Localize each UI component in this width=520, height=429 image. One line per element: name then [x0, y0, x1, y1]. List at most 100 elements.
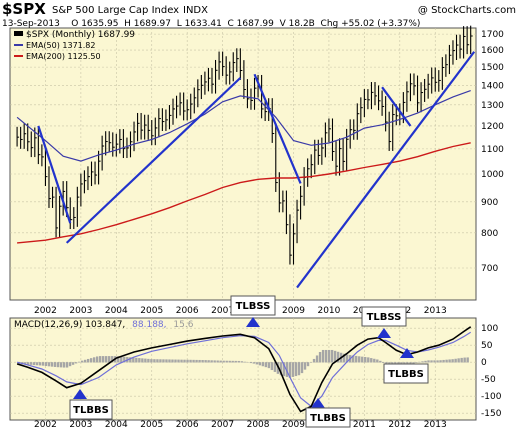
- callout-box: [305, 407, 351, 428]
- macd-hist-bar: [451, 359, 454, 363]
- macd-hist-bar: [466, 357, 469, 363]
- macd-hist-bar: [309, 362, 313, 363]
- macd-hist-bar: [35, 362, 39, 366]
- macd-hist-bar: [352, 355, 355, 363]
- macd-hist-bar: [117, 356, 120, 363]
- macd-hist-bar: [463, 357, 466, 363]
- price-y-tick-label: 1200: [481, 122, 504, 132]
- macd-x-tick-label: 2009: [282, 420, 305, 429]
- macd-hist-bar: [180, 359, 183, 363]
- macd-hist-bar: [26, 362, 30, 365]
- macd-hist-bar: [345, 354, 349, 363]
- macd-hist-bar: [65, 362, 69, 368]
- macd-hist-bar: [433, 360, 436, 363]
- exchange-label: INDX: [183, 5, 208, 16]
- macd-hist-bar: [442, 359, 445, 363]
- legend-ema200-label: EMA(200) 1125.50: [26, 52, 101, 61]
- macd-hist-bar: [297, 362, 301, 376]
- macd-hist-bar: [421, 361, 424, 363]
- price-y-tick-label: 1600: [481, 46, 504, 56]
- callout-label: TLBBS: [388, 369, 424, 380]
- macd-histogram: [17, 349, 469, 378]
- macd-x-tick-label: 2002: [34, 420, 57, 429]
- price-y-tick-label: 1400: [481, 81, 504, 91]
- trendline: [37, 125, 72, 224]
- macd-hist-bar: [282, 362, 286, 377]
- macd-hist-bar: [373, 358, 376, 363]
- callout-arrow: [377, 328, 391, 338]
- macd-hist-bar: [62, 362, 66, 368]
- legend-price-swatch: [14, 31, 23, 36]
- macd-hist-bar: [460, 357, 463, 363]
- macd-hist-bar: [376, 359, 379, 363]
- macd-y-tick-label: 50: [481, 341, 493, 351]
- macd-hist-bar: [291, 362, 295, 377]
- price-y-tick-label: 700: [481, 264, 498, 274]
- callout-tlbbs-2012: TLBBS: [383, 348, 429, 384]
- macd-hist-bar: [23, 362, 27, 365]
- macd-hist-bar: [228, 360, 231, 363]
- price-y-tick-label: 1100: [481, 145, 504, 155]
- price-x-tick-label: 2005: [140, 306, 163, 316]
- macd-hist-bar: [361, 356, 364, 363]
- callout-arrow: [400, 348, 414, 358]
- macd-y-tick-label: 0: [481, 358, 487, 368]
- macd-x-tick-label: 2008: [247, 420, 270, 429]
- macd-hist-bar: [415, 362, 418, 363]
- macd-hist-bar: [144, 358, 147, 363]
- macd-hist-bar: [261, 362, 265, 367]
- macd-hist-bar: [129, 357, 132, 363]
- macd-hist-bar: [56, 362, 60, 368]
- price-x-tick-label: 2003: [69, 306, 92, 316]
- macd-hist-bar: [237, 360, 240, 363]
- macd-hist-bar: [321, 349, 325, 363]
- callout-tlbbs-2003: TLBBS: [69, 389, 113, 420]
- price-panel: [9, 27, 477, 301]
- macd-hist-bar: [171, 359, 174, 363]
- macd-y-tick-label: -100: [481, 392, 502, 402]
- callout-arrow: [246, 317, 260, 327]
- macd-hist-bar: [427, 360, 430, 363]
- macd-hist-bar: [105, 356, 108, 363]
- legend-price-label: $SPX (Monthly) 1687.99: [26, 30, 135, 40]
- macd-legend: MACD(12,26,9) 103.847, 88.188, 15.6: [14, 320, 194, 330]
- callout-box: [383, 363, 429, 384]
- macd-hist-bar: [162, 359, 165, 363]
- macd-x-tick-label: 2003: [69, 420, 92, 429]
- macd-hist-bar: [234, 360, 237, 363]
- macd-hist-bar: [364, 356, 367, 363]
- macd-hist-bar: [207, 360, 210, 363]
- macd-hist-bar: [204, 360, 207, 363]
- callout-label: TLBBS: [73, 405, 109, 416]
- price-x-tick-label: 2004: [105, 306, 128, 316]
- macd-hist-bar: [225, 360, 228, 363]
- macd-hist-bar: [252, 362, 256, 364]
- price-y-tick-label: 1000: [481, 170, 504, 180]
- macd-hist-bar: [195, 359, 198, 363]
- macd-hist-bar: [183, 359, 186, 363]
- callout-arrow: [311, 398, 325, 408]
- macd-hist-bar: [318, 352, 322, 363]
- watermark: @ StockCharts.com: [418, 5, 516, 16]
- macd-hist-bar: [177, 359, 180, 363]
- macd-hist-bar: [189, 359, 192, 363]
- macd-hist-bar: [330, 349, 334, 363]
- macd-hist-bar: [159, 359, 162, 363]
- macd-hist-bar: [174, 359, 177, 363]
- macd-hist-bar: [71, 362, 75, 365]
- trendline: [296, 51, 476, 289]
- price-y-tick-label: 900: [481, 198, 498, 208]
- macd-x-tick-label: 2011: [353, 420, 376, 429]
- callout-arrow: [73, 389, 87, 399]
- ticker-symbol: $SPX: [2, 0, 46, 18]
- macd-hist-bar: [445, 359, 448, 363]
- macd-x-tick-label: 2007: [211, 420, 234, 429]
- macd-hist-bar: [231, 360, 234, 363]
- macd-hist-bar: [192, 359, 195, 363]
- ema200-line: [17, 142, 471, 244]
- macd-hist-bar: [165, 359, 168, 363]
- macd-x-tick-label: 2012: [388, 420, 411, 429]
- macd-y-tick-label: -50: [481, 375, 496, 385]
- macd-hist-bar: [74, 362, 78, 364]
